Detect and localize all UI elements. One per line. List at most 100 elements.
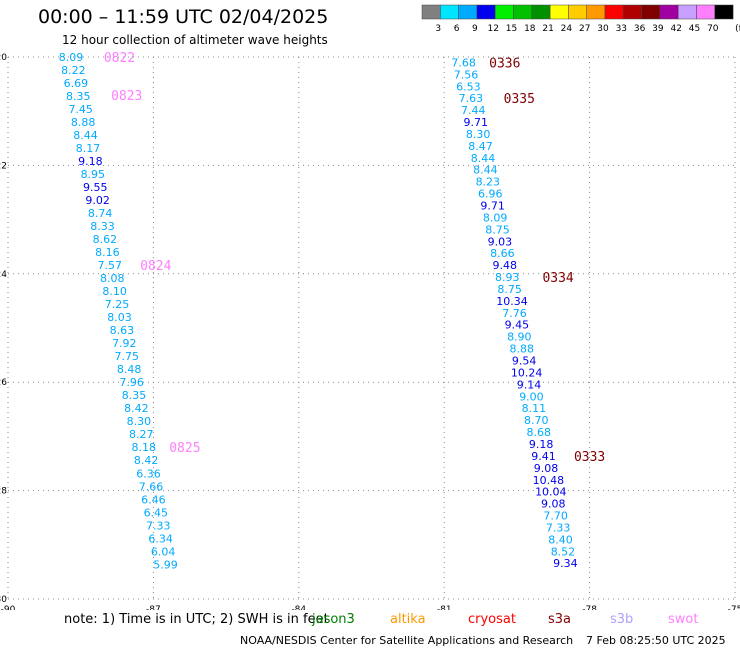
wave-height-value: 8.66 [490, 247, 515, 260]
y-tick-label: -20 [0, 53, 7, 63]
wave-height-value: 9.34 [553, 557, 578, 570]
wave-height-value: 6.36 [136, 467, 161, 480]
wave-height-value: 8.47 [468, 140, 493, 153]
wave-height-value: 10.48 [533, 474, 565, 487]
wave-height-value: 7.76 [502, 307, 527, 320]
colorbar-label: 70 [707, 24, 719, 34]
y-tick-label: -24 [0, 270, 7, 280]
colorbar-label: 3 [435, 24, 441, 34]
legend-entry-s3b: s3b [610, 612, 634, 627]
wave-height-value: 7.68 [451, 56, 476, 69]
wave-height-value: 6.46 [141, 493, 166, 506]
wave-height-value: 8.48 [117, 363, 142, 376]
x-tick-label: -90 [1, 605, 16, 610]
x-tick-label: -75 [728, 605, 740, 610]
wave-height-value: 9.03 [488, 235, 513, 248]
wave-height-value: 9.54 [512, 355, 537, 368]
y-tick-label: -22 [0, 161, 7, 171]
wave-height-value: 8.33 [90, 220, 115, 233]
wave-height-value: 8.09 [59, 51, 84, 64]
wave-height-value: 7.57 [98, 259, 123, 272]
wave-height-value: 9.45 [505, 319, 530, 332]
legend-entry-swot: swot [668, 612, 699, 627]
wave-height-value: 8.35 [122, 389, 147, 402]
wave-height-value: 8.16 [95, 246, 120, 259]
footer-credit: NOAA/NESDIS Center for Satellite Applica… [240, 634, 574, 647]
wave-height-value: 6.34 [148, 532, 173, 545]
colorbar-label: 36 [634, 24, 646, 34]
wave-height-value: 8.11 [522, 402, 547, 415]
wave-height-map: -90 -87 -84 -81 -78 -75 -20 -22 -24 -26 -28 -30 8.0… [0, 51, 740, 610]
colorbar-label: 9 [472, 24, 478, 34]
wave-height-value: 8.09 [483, 211, 508, 224]
wave-height-value: 8.44 [473, 164, 498, 177]
wave-height-value: 8.75 [485, 223, 510, 236]
pass-time-label: 0335 [504, 92, 535, 107]
chart-title: 00:00 – 11:59 UTC 02/04/2025 [38, 6, 329, 28]
wave-height-value: 8.68 [526, 426, 551, 439]
wave-height-value: 7.92 [112, 337, 137, 350]
colorbar-label: 45 [689, 24, 700, 34]
pass-time-label: 0334 [542, 271, 573, 286]
wave-height-value: 8.52 [551, 545, 576, 558]
wave-height-value: 7.44 [461, 104, 486, 117]
chart-subtitle: 12 hour collection of altimeter wave hei… [62, 33, 328, 47]
wave-height-value: 8.74 [88, 207, 113, 220]
wave-height-value: 9.18 [78, 155, 103, 168]
wave-height-value: 5.99 [153, 558, 178, 571]
wave-height-value: 8.44 [73, 129, 98, 142]
colorbar-label: 39 [652, 24, 664, 34]
colorbar-label: 42 [670, 24, 681, 34]
wave-height-value: 7.75 [114, 350, 139, 363]
colorbar-label: 27 [579, 24, 590, 34]
legend-entry-s3a: s3a [548, 612, 572, 627]
pass-time-label: 0336 [489, 56, 520, 71]
wave-height-value: 8.40 [548, 533, 573, 546]
footer-note: note: 1) Time is in UTC; 2) SWH is in fe… [64, 612, 329, 627]
legend-entry-cryosat: cryosat [468, 612, 516, 627]
colorbar-label: 12 [487, 24, 498, 34]
wave-height-value: 8.27 [129, 428, 154, 441]
footer-timestamp: 7 Feb 08:25:50 UTC 2025 [586, 634, 726, 647]
colorbar-unit: (ft) [735, 24, 740, 34]
pass-time-label: 0823 [111, 89, 142, 104]
wave-height-value: 9.71 [480, 200, 505, 213]
wave-height-value: 7.66 [139, 480, 164, 493]
wave-height-value: 8.17 [76, 142, 101, 155]
wave-height-value: 7.56 [454, 68, 479, 81]
wave-height-value: 9.14 [517, 378, 542, 391]
wave-height-value: 9.41 [531, 450, 556, 463]
pass-time-label: 0822 [104, 51, 135, 66]
wave-height-value: 9.08 [541, 498, 566, 511]
wave-height-value: 7.63 [459, 92, 484, 105]
x-tick-label: -78 [582, 605, 597, 610]
wave-height-value: 8.88 [509, 343, 534, 356]
colorbar-label: 18 [524, 24, 536, 34]
wave-height-value: 8.08 [100, 272, 125, 285]
wave-height-value: 8.42 [124, 402, 149, 415]
wave-height-value: 7.25 [105, 298, 130, 311]
wave-height-value: 8.42 [134, 454, 159, 467]
pass-time-label: 0825 [169, 441, 200, 456]
wave-height-value: 6.45 [144, 506, 169, 519]
wave-height-value: 7.45 [68, 103, 93, 116]
pass-time-label: 0824 [140, 259, 171, 274]
wave-height-value: 8.62 [93, 233, 118, 246]
wave-height-value: 7.33 [146, 519, 171, 532]
wave-height-value: 8.70 [524, 414, 549, 427]
wave-height-value: 8.23 [476, 176, 501, 189]
colorbar-label: 6 [454, 24, 460, 34]
wave-height-value: 8.30 [127, 415, 152, 428]
wave-height-value: 8.90 [507, 331, 532, 344]
wave-height-value: 6.69 [64, 77, 89, 90]
wave-height-value: 9.55 [83, 181, 108, 194]
wave-height-value: 9.02 [85, 194, 110, 207]
wave-height-value: 9.48 [493, 259, 518, 272]
wave-height-value: 6.53 [456, 80, 481, 93]
colorbar-label: 33 [616, 24, 627, 34]
y-tick-label: -30 [0, 595, 7, 605]
wave-height-value: 10.34 [496, 295, 528, 308]
x-tick-label: -81 [437, 605, 452, 610]
pass-time-label: 0333 [574, 450, 605, 465]
